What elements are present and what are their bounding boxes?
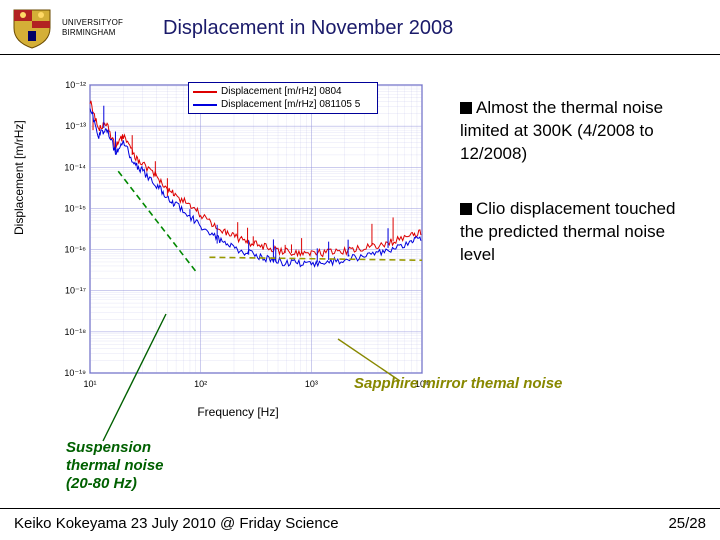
slide-header: UNIVERSITYOF BIRMINGHAM Displacement in … — [0, 0, 720, 55]
page-number: 25/28 — [668, 515, 706, 532]
chart-svg: 10⁻¹⁹ 10⁻¹⁸ 10⁻¹⁷ 10⁻¹⁶ 10⁻¹⁵ 10⁻¹⁴ 10⁻¹³ 10⁻¹²… — [48, 79, 428, 399]
legend-label: Displacement [m/rHz] 0804 — [221, 86, 342, 97]
slide-title: Displacement in November 2008 — [163, 17, 453, 40]
legend-swatch-icon — [193, 104, 217, 106]
svg-text:10⁻¹⁸: 10⁻¹⁸ — [64, 327, 86, 337]
bullet-text: Clio displacement touched the predicted … — [460, 199, 675, 264]
y-axis-label: Displacement [m/rHz] — [12, 120, 26, 235]
bullet-item: Almost the thermal noise limited at 300K… — [460, 97, 700, 166]
bullet-item: Clio displacement touched the predicted … — [460, 198, 700, 267]
svg-text:10⁻¹³: 10⁻¹³ — [65, 121, 86, 131]
svg-text:10²: 10² — [194, 379, 207, 389]
legend-swatch-icon — [193, 91, 217, 93]
footer-author: Keiko Kokeyama 23 July 2010 @ Friday Sci… — [14, 515, 339, 532]
svg-text:10⁻¹⁶: 10⁻¹⁶ — [65, 245, 87, 255]
main-content: Displacement [m/rHz] 10⁻¹⁹10⁻¹⁸10⁻¹⁷10⁻¹… — [0, 55, 720, 475]
suspension-annotation: Suspension thermal noise (20-80 Hz) — [66, 439, 176, 493]
x-axis-label: Frequency [Hz] — [48, 405, 428, 419]
legend-item: Displacement [m/rHz] 081105 5 — [193, 98, 373, 111]
svg-text:10⁻¹²: 10⁻¹² — [65, 80, 86, 90]
chart-legend: Displacement [m/rHz] 0804 Displacement [… — [188, 82, 378, 114]
svg-text:10⁻¹⁷: 10⁻¹⁷ — [65, 286, 86, 296]
svg-text:10³: 10³ — [305, 379, 318, 389]
svg-text:10⁻¹⁵: 10⁻¹⁵ — [65, 203, 87, 213]
svg-text:10⁻¹⁴: 10⁻¹⁴ — [64, 162, 86, 172]
legend-label: Displacement [m/rHz] 081105 5 — [221, 99, 360, 110]
bullet-list: Almost the thermal noise limited at 300K… — [460, 97, 700, 299]
legend-item: Displacement [m/rHz] 0804 — [193, 85, 373, 98]
university-name: UNIVERSITYOF BIRMINGHAM — [62, 18, 123, 37]
svg-text:10¹: 10¹ — [83, 379, 96, 389]
sapphire-annotation: Sapphire mirror themal noise — [354, 375, 562, 392]
bullet-square-icon — [460, 203, 472, 215]
bullet-square-icon — [460, 102, 472, 114]
uni-line2: BIRMINGHAM — [62, 28, 123, 38]
slide-footer: Keiko Kokeyama 23 July 2010 @ Friday Sci… — [0, 508, 720, 532]
uni-line1: UNIVERSITYOF — [62, 18, 123, 28]
university-crest-icon — [10, 6, 54, 50]
displacement-chart: 10⁻¹⁹ 10⁻¹⁸ 10⁻¹⁷ 10⁻¹⁶ 10⁻¹⁵ 10⁻¹⁴ 10⁻¹³ 10⁻¹²… — [48, 79, 428, 399]
svg-text:10⁻¹⁹: 10⁻¹⁹ — [64, 368, 86, 378]
bullet-text: Almost the thermal noise limited at 300K… — [460, 98, 663, 163]
